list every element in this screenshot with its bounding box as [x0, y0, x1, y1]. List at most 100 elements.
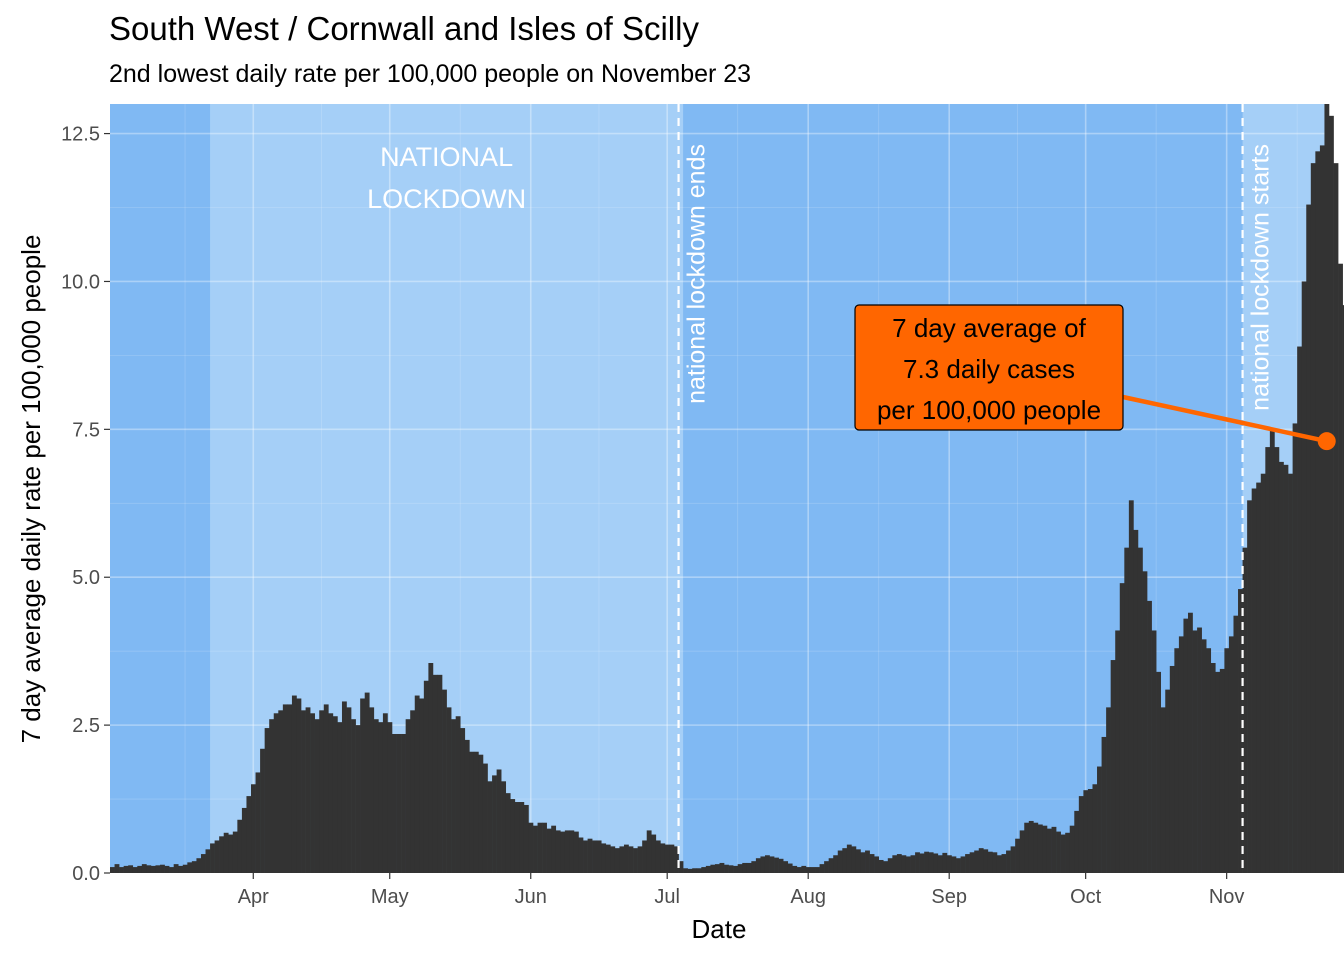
bar [191, 861, 197, 873]
bar [355, 725, 361, 873]
bar [1265, 447, 1271, 873]
bar [1301, 281, 1307, 873]
bar [1160, 707, 1166, 873]
bar [614, 848, 620, 873]
bar [1115, 630, 1121, 873]
y-tick-label: 0.0 [72, 863, 100, 885]
bar [255, 772, 261, 873]
bar [505, 793, 511, 873]
bar [965, 854, 970, 873]
lockdown-marker-label: national lockdown starts [1247, 144, 1275, 411]
x-tick-label: Apr [238, 886, 269, 908]
bar [1110, 660, 1116, 873]
bar [173, 864, 179, 873]
bar [851, 846, 857, 873]
y-tick-label: 12.5 [61, 124, 100, 146]
bar [446, 707, 452, 873]
bar [1319, 145, 1325, 873]
bar [892, 855, 898, 873]
bar [405, 719, 411, 873]
bar [401, 733, 406, 873]
bar [451, 719, 456, 873]
bar [755, 858, 761, 873]
chart-subtitle: 2nd lowest daily rate per 100,000 people… [109, 60, 752, 88]
bar [1206, 648, 1212, 873]
bar [1292, 423, 1298, 873]
bar [1074, 810, 1080, 873]
bar [528, 822, 534, 873]
bar [223, 832, 229, 873]
bar [1192, 630, 1198, 873]
bar [860, 852, 866, 873]
bar [842, 848, 848, 873]
bar [1010, 846, 1016, 873]
bar [687, 868, 693, 873]
bar [1224, 648, 1230, 873]
bar [323, 704, 329, 873]
bar [692, 868, 698, 873]
bar [678, 861, 684, 873]
bar [669, 844, 675, 873]
bar [905, 856, 911, 873]
bar [473, 751, 479, 873]
bar [569, 830, 575, 873]
bar [1137, 547, 1143, 873]
bar [110, 867, 115, 873]
bar [664, 844, 670, 873]
bar [1097, 766, 1102, 873]
x-tick-label: Sep [931, 886, 967, 908]
bar [1065, 832, 1071, 873]
bar [1251, 488, 1257, 873]
bar [1056, 831, 1061, 873]
bar [1297, 346, 1303, 873]
bar [1046, 828, 1052, 873]
bar [332, 716, 338, 873]
bar [605, 844, 611, 873]
bar [1151, 630, 1157, 873]
bar [883, 861, 889, 873]
bar [1269, 429, 1275, 873]
bar [260, 748, 265, 873]
bar [560, 831, 566, 873]
x-tick-label: Jun [515, 886, 547, 908]
bar [237, 819, 243, 873]
bar [487, 781, 493, 873]
bar [674, 846, 679, 873]
bar [728, 865, 734, 873]
bar [555, 830, 561, 873]
bar [428, 663, 434, 873]
bar [378, 722, 384, 873]
bar [1219, 668, 1225, 873]
bar [423, 680, 429, 873]
bar [1024, 822, 1030, 873]
bar [1019, 830, 1025, 873]
bar [1087, 789, 1093, 873]
bar [1215, 671, 1221, 873]
bar [951, 856, 957, 873]
bar [1033, 822, 1039, 873]
bar [182, 864, 188, 873]
bar [150, 865, 156, 873]
bar [1242, 547, 1248, 873]
bar [833, 855, 839, 873]
bar [1178, 636, 1184, 873]
bar [601, 843, 607, 873]
bar-series [110, 104, 1344, 874]
bar [546, 828, 552, 873]
bar [837, 850, 843, 873]
bar [1201, 639, 1207, 873]
bar [1197, 627, 1202, 873]
bar [819, 864, 825, 873]
bar [646, 830, 652, 873]
bar [1210, 663, 1216, 873]
annotation-connector [1122, 394, 1328, 444]
bar [419, 698, 425, 873]
bar [141, 864, 147, 873]
bar [969, 852, 975, 873]
x-tick-label: Oct [1070, 886, 1102, 908]
bar [683, 868, 688, 873]
bar [651, 834, 657, 873]
bar [1069, 825, 1075, 873]
bar [241, 807, 247, 873]
bar [660, 843, 666, 873]
